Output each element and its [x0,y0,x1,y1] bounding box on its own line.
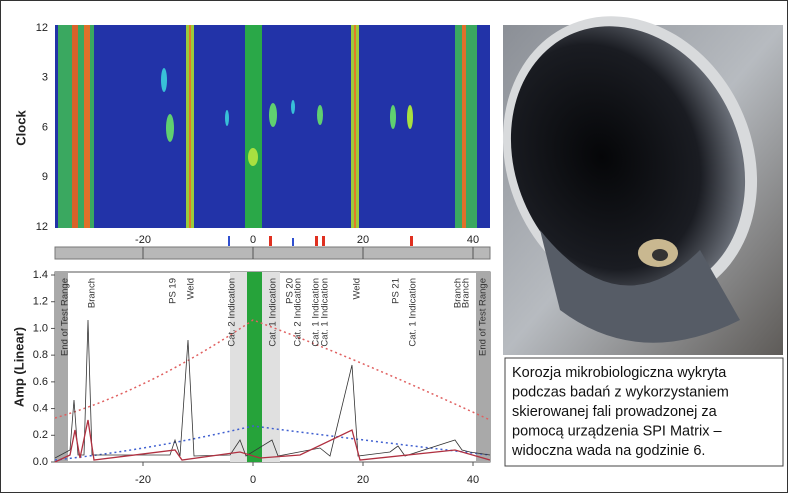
caption-line: podczas badań z wykorzystaniem [512,385,729,401]
annotation: End of Test Range [478,278,489,356]
figure: Clock 12 3 6 9 12 -20 0 20 40 Amp (Linear) 0.0 0… [0,0,788,493]
annotation: Weld [352,278,363,299]
caption-line: skierowanej fali prowadzonej za [512,404,718,420]
y-tick-label: 9 [42,171,48,183]
caption-line: widoczna wada na godzinie 6. [511,443,705,459]
x-tick-label: 20 [357,474,369,486]
x-tick-label: -20 [135,474,151,486]
annotation: PS 21 [391,278,402,304]
annotation: Cat. 1 Indication [408,278,419,347]
annotation: PS 19 [168,278,179,304]
y-tick-label: 12 [36,221,48,233]
y-tick-label: 0.2 [33,429,48,441]
annotation: End of Test Range [60,278,71,356]
y-tick-label: 6 [42,121,48,133]
x-tick-label: 40 [467,234,479,246]
annotation: Cat. 1 Indication [320,278,331,347]
y-axis-label: Amp (Linear) [11,327,26,407]
caption-line: pomocą urządzenia SPI Matrix – [512,424,722,440]
y-tick-label: 1.2 [33,296,48,308]
y-tick-label: 1.0 [33,322,48,334]
annotation: Cat. 1 Indication [268,278,279,347]
x-tick-label: 0 [250,474,256,486]
caption-line: Korozja mikrobiologiczna wykryta [512,365,727,381]
y-tick-label: 12 [36,22,48,34]
annotation: Cat. 2 Indication [293,278,304,347]
y-tick-label: 0.8 [33,349,48,361]
annotation: Cat. 2 Indication [227,278,238,347]
y-tick-label: 3 [42,72,48,84]
annotation: Weld [186,278,197,299]
annotation: Branch [461,278,472,308]
y-axis-label: Clock [13,110,28,146]
x-tick-label: -20 [135,234,151,246]
y-tick-label: 0.0 [33,456,48,468]
annotation: Branch [87,278,98,308]
y-tick-label: 0.6 [33,376,48,388]
scale-bar [55,247,490,259]
x-tick-label: 40 [467,474,479,486]
x-tick-label: 0 [250,234,256,246]
x-tick-label: 20 [357,234,369,246]
photo [457,0,788,355]
y-tick-label: 1.4 [33,269,48,281]
heatmap [55,25,490,228]
y-tick-label: 0.4 [33,402,48,414]
